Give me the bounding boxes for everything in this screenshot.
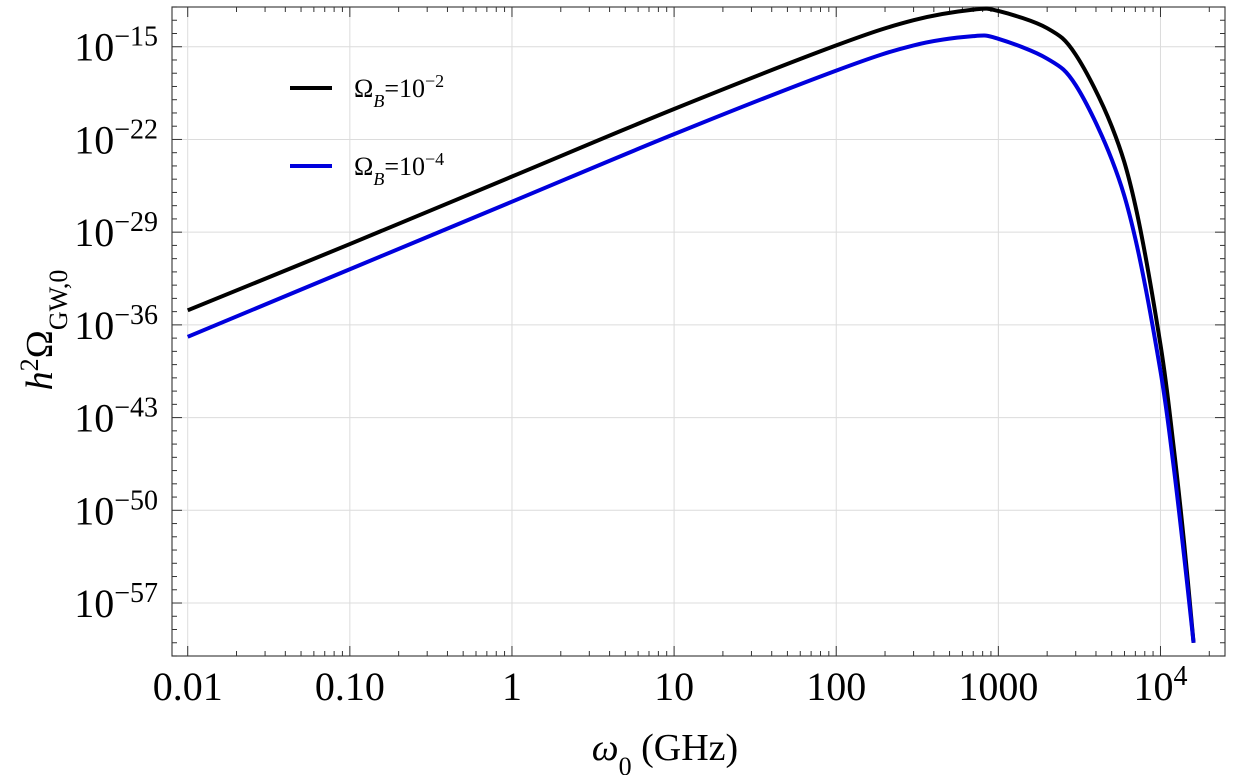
legend-label: ΩB=10−4: [354, 149, 444, 189]
y-tick-label: 10−29: [74, 207, 158, 256]
legend-label: ΩB=10−2: [354, 71, 444, 111]
x-tick-label: 1: [502, 664, 522, 709]
legend: ΩB=10−2 ΩB=10−4: [290, 71, 444, 189]
series-lines: [186, 6, 1196, 643]
y-axis-title: h2ΩGW,0: [15, 270, 73, 391]
y-tick-label: 10−36: [74, 299, 158, 348]
x-tick-label: 1000: [958, 664, 1038, 709]
legend-item-1: ΩB=10−2: [290, 71, 444, 111]
series-line-1: [186, 6, 1196, 643]
series-line-2: [186, 33, 1196, 643]
legend-item-2: ΩB=10−4: [290, 149, 444, 189]
y-tick-label: 10−22: [74, 114, 158, 163]
x-axis-title: ω0 (GHz): [592, 727, 738, 775]
grid: [172, 7, 1225, 656]
axis-ticks: [172, 6, 1225, 657]
x-tick-label: 10: [654, 664, 694, 709]
x-tick-label: 0.10: [315, 664, 385, 709]
x-tick-labels: 0.01 0.10 1 10 100 1000 104: [153, 661, 1188, 710]
y-tick-labels: 10−15 10−22 10−29 10−36 10−43 10−50 10−57: [74, 21, 158, 626]
y-tick-label: 10−50: [74, 485, 158, 534]
y-tick-label: 10−15: [74, 21, 158, 70]
x-tick-label: 104: [1133, 661, 1187, 710]
x-tick-label: 100: [806, 664, 866, 709]
x-tick-label: 0.01: [153, 664, 223, 709]
plot-frame: [171, 6, 1226, 657]
y-tick-label: 10−57: [74, 578, 158, 627]
y-tick-label: 10−43: [74, 392, 158, 441]
